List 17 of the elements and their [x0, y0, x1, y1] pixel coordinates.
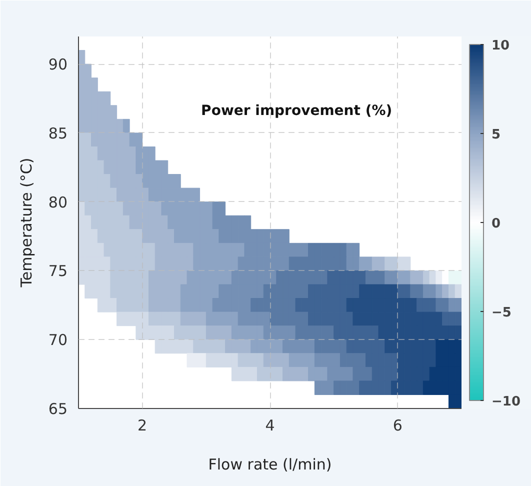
x-axis-title: Flow rate (l/min) — [208, 456, 332, 474]
color-bar-label: −5 — [492, 306, 512, 320]
color-bar-label: 5 — [492, 128, 501, 142]
y-axis-title: Temperature (°C) — [17, 158, 36, 288]
color-bar-label: −10 — [492, 394, 520, 410]
x-tick-label: 4 — [265, 416, 275, 434]
color-bar-label: 10 — [492, 38, 510, 54]
y-tick-label: 80 — [48, 193, 68, 212]
color-bar-title: Power improvement (%) — [201, 102, 392, 119]
x-tick-label: 2 — [138, 416, 148, 434]
y-tick-label: 65 — [48, 400, 68, 418]
y-tick-label: 70 — [48, 331, 68, 350]
x-tick-label: 6 — [392, 416, 402, 434]
y-tick-label: 85 — [48, 124, 68, 142]
y-tick-label: 75 — [48, 262, 68, 280]
y-tick-label: 90 — [48, 56, 68, 74]
color-bar-label: 0 — [492, 216, 501, 232]
